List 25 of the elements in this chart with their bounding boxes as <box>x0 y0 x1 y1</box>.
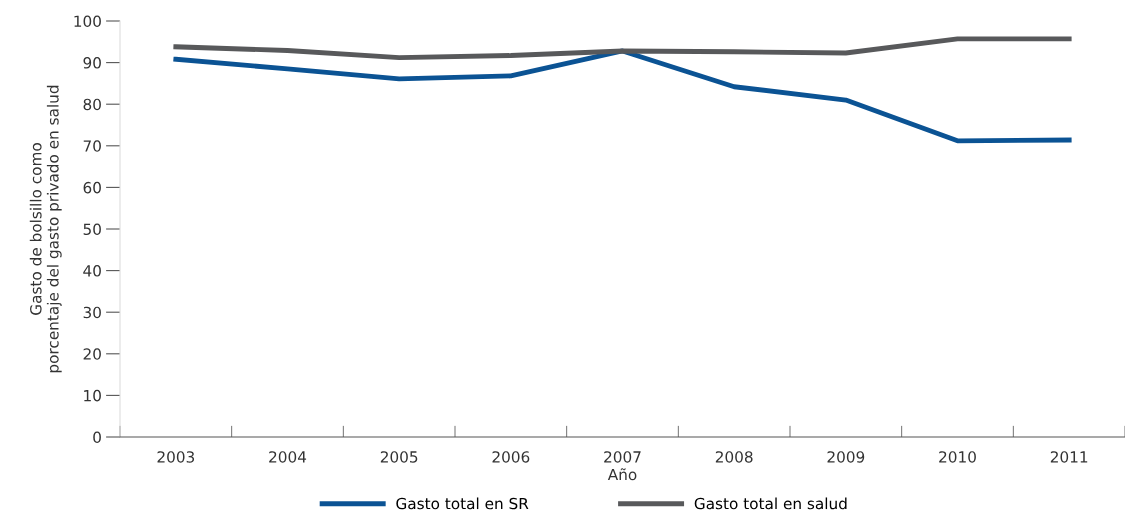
legend-label: Gasto total en SR <box>396 497 529 510</box>
x-tick-label: 2011 <box>1050 451 1088 463</box>
x-tick-label: 2008 <box>715 451 753 463</box>
x-tick-label: 2010 <box>939 451 976 463</box>
y-tick-label: 50 <box>83 223 101 236</box>
x-tick-label: 2004 <box>269 451 307 463</box>
y-tick-label: 100 <box>74 15 101 28</box>
x-axis-title: Año <box>607 468 637 481</box>
x-tick-label: 2003 <box>157 451 195 463</box>
y-tick-label: 60 <box>83 181 101 194</box>
y-tick-label: 70 <box>83 140 101 152</box>
x-tick-label: 2009 <box>827 451 865 463</box>
x-tick-label: 2007 <box>604 451 641 463</box>
y-tick-label: 20 <box>83 348 101 360</box>
line-series <box>173 36 1072 61</box>
y-tick-label: 80 <box>83 98 101 111</box>
legend-label: Gasto total en salud <box>694 497 847 510</box>
x-tick-label: 2006 <box>492 451 530 463</box>
y-tick-label: 10 <box>84 389 101 402</box>
y-axis-title: Gasto de bolsillo como porcentaje del gasto privado en salud <box>29 85 62 373</box>
y-tick-label: 90 <box>83 57 101 69</box>
y-tick-label: 0 <box>93 431 101 444</box>
y-tick-label: 30 <box>83 306 101 319</box>
x-tick-label: 2005 <box>380 451 418 463</box>
y-tick-label: 40 <box>83 265 101 277</box>
